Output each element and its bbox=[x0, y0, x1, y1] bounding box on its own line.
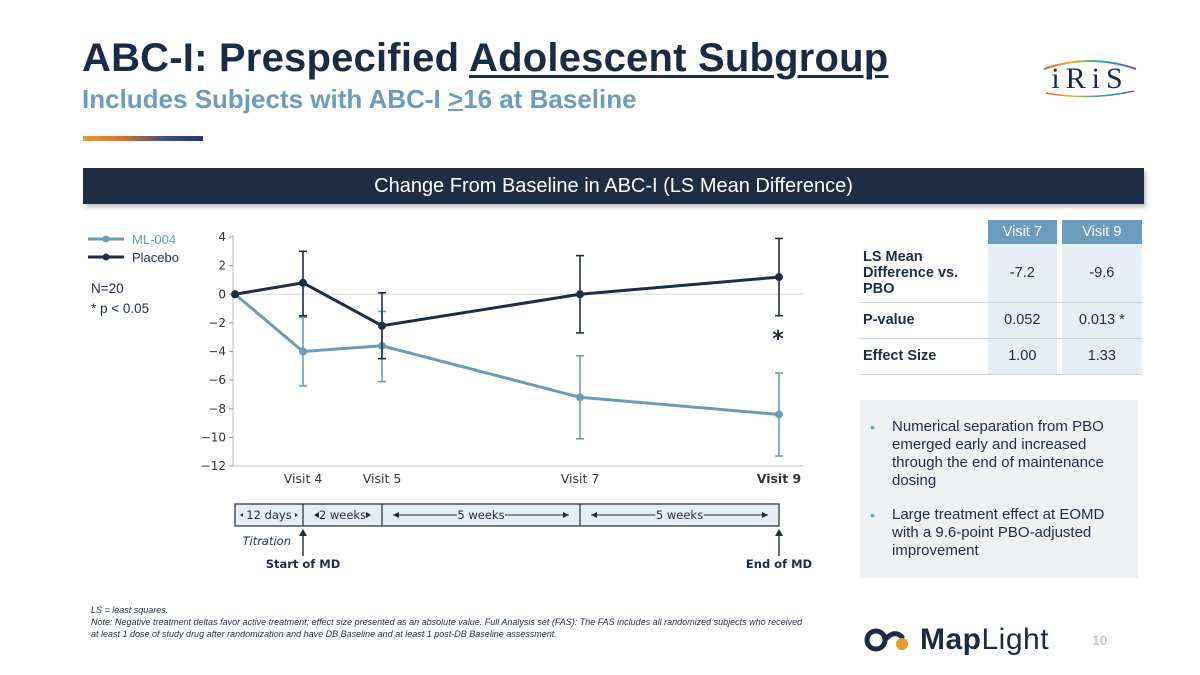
timeline-arrowhead bbox=[366, 512, 371, 518]
data-point bbox=[378, 321, 386, 330]
key-findings-box: Numerical separation from PBO emerged ea… bbox=[860, 400, 1138, 578]
y-tick-label: 2 bbox=[218, 259, 226, 273]
table-header-visit9: Visit 9 bbox=[1061, 220, 1142, 244]
ml004-line-icon bbox=[88, 235, 124, 243]
timeline-arrowhead bbox=[591, 512, 597, 518]
table-row-label: LS Mean Difference vs. PBO bbox=[860, 244, 988, 303]
table-row: P-value 0.052 0.013 * bbox=[860, 302, 1142, 339]
bullet-item: Large treatment effect at EOMD with a 9.… bbox=[870, 506, 1122, 560]
y-tick-label: −12 bbox=[201, 459, 226, 473]
legend-label-ml004: ML-004 bbox=[132, 231, 177, 247]
legend-label-placebo: Placebo bbox=[132, 249, 179, 265]
titration-label: Titration bbox=[242, 534, 291, 548]
results-table: Visit 7 Visit 9 LS Mean Difference vs. P… bbox=[860, 220, 1142, 375]
x-tick-label: Visit 7 bbox=[561, 471, 600, 486]
maplight-logo: MapLight bbox=[864, 623, 1049, 657]
timeline-arrowhead bbox=[393, 512, 399, 518]
legend-item-ml004: ML-004 bbox=[88, 230, 179, 248]
timeline-arrowhead bbox=[314, 512, 319, 518]
start-of-md-label: Start of MD bbox=[266, 557, 341, 571]
timeline-segment-label: 5 weeks bbox=[457, 508, 504, 522]
data-point bbox=[775, 410, 783, 419]
timeline-arrowhead bbox=[563, 512, 569, 518]
x-tick-label: Visit 9 bbox=[757, 471, 802, 486]
placebo-line-icon bbox=[88, 253, 124, 261]
page-title: ABC-I: Prespecified Adolescent Subgroup bbox=[82, 36, 888, 81]
table-corner bbox=[860, 220, 988, 244]
timeline-marker-head bbox=[299, 529, 307, 536]
subtitle-underlined: > bbox=[447, 84, 464, 114]
sample-size: N=20 bbox=[91, 281, 124, 296]
data-point bbox=[299, 347, 307, 356]
timeline-label-bg bbox=[457, 508, 505, 522]
table-header-visit7: Visit 7 bbox=[988, 220, 1057, 244]
timeline-segment-label: 2 weeks bbox=[319, 508, 366, 522]
timeline-segment-label: 12 days bbox=[246, 508, 291, 522]
y-tick-label: −2 bbox=[208, 316, 226, 330]
significance-asterisk: * bbox=[772, 327, 784, 352]
timeline-arrowhead bbox=[295, 513, 298, 517]
table-cell: -9.6 bbox=[1061, 244, 1142, 303]
significance-note: * p < 0.05 bbox=[91, 301, 150, 316]
y-tick-label: 4 bbox=[218, 230, 226, 244]
data-point bbox=[576, 290, 584, 299]
footnote-line: LS = least squares. bbox=[91, 605, 169, 615]
svg-text:iRiS: iRiS bbox=[1051, 62, 1128, 95]
page-subtitle: Includes Subjects with ABC-I >16 at Base… bbox=[82, 84, 637, 115]
line-chart: 4 2 0 −2 −4 −6 −8 −10 −12 Visit 4 Visit 5 Visit 7 Vi… bbox=[201, 230, 812, 571]
y-tick-label: −10 bbox=[201, 430, 226, 444]
footnote: LS = least squares. Note: Negative treat… bbox=[91, 604, 811, 640]
timeline-arrowhead bbox=[762, 512, 768, 518]
iris-logo: iRiS bbox=[1043, 60, 1137, 98]
table-row: Effect Size 1.00 1.33 bbox=[860, 338, 1142, 375]
timeline-segment-label: 5 weeks bbox=[656, 508, 703, 522]
timeline-arrowhead bbox=[240, 513, 243, 517]
accent-bar bbox=[83, 136, 203, 141]
table-cell: 0.013 * bbox=[1061, 302, 1142, 339]
chart-notes: N=20 * p < 0.05 bbox=[91, 279, 149, 319]
maplight-wordmark: MapLight bbox=[920, 623, 1050, 656]
title-underlined: Adolescent Subgroup bbox=[469, 36, 889, 80]
table-row-label: Effect Size bbox=[860, 338, 988, 375]
end-of-md-label: End of MD bbox=[746, 557, 812, 571]
x-tick-label: Visit 5 bbox=[363, 471, 402, 486]
table-row: LS Mean Difference vs. PBO -7.2 -9.6 bbox=[860, 244, 1142, 303]
timeline-marker-head bbox=[775, 529, 783, 536]
bullet-item: Numerical separation from PBO emerged ea… bbox=[870, 418, 1122, 490]
data-point bbox=[299, 278, 307, 287]
series-line-placebo bbox=[234, 275, 780, 328]
y-tick-label: −4 bbox=[208, 345, 226, 359]
title-prefix: ABC-I: Prespecified bbox=[82, 36, 470, 80]
data-point bbox=[576, 393, 584, 402]
y-tick-label: −6 bbox=[208, 373, 226, 387]
x-tick-label: Visit 4 bbox=[284, 471, 323, 486]
timeline-label-bg bbox=[655, 508, 704, 522]
y-tick-label: 0 bbox=[218, 287, 226, 301]
subtitle-prefix: Includes Subjects with ABC-I bbox=[82, 84, 448, 114]
chart-legend: ML-004 Placebo bbox=[88, 230, 179, 266]
footnote-line: Note: Negative treatment deltas favor ac… bbox=[91, 617, 803, 639]
page-number: 10 bbox=[1092, 632, 1108, 648]
maplight-mark-icon bbox=[864, 628, 908, 652]
table-cell: 0.052 bbox=[988, 302, 1057, 339]
data-point bbox=[231, 290, 239, 299]
table-cell: -7.2 bbox=[988, 244, 1057, 303]
series-line-ml004 bbox=[234, 293, 780, 416]
table-row-label: P-value bbox=[860, 302, 988, 339]
legend-item-placebo: Placebo bbox=[88, 248, 179, 266]
chart-banner: Change From Baseline in ABC-I (LS Mean D… bbox=[83, 168, 1144, 204]
table-cell: 1.33 bbox=[1061, 338, 1142, 375]
table-cell: 1.00 bbox=[988, 338, 1057, 375]
data-point bbox=[775, 273, 783, 282]
y-tick-label: −8 bbox=[208, 402, 226, 416]
subtitle-suffix: 16 at Baseline bbox=[463, 84, 637, 114]
